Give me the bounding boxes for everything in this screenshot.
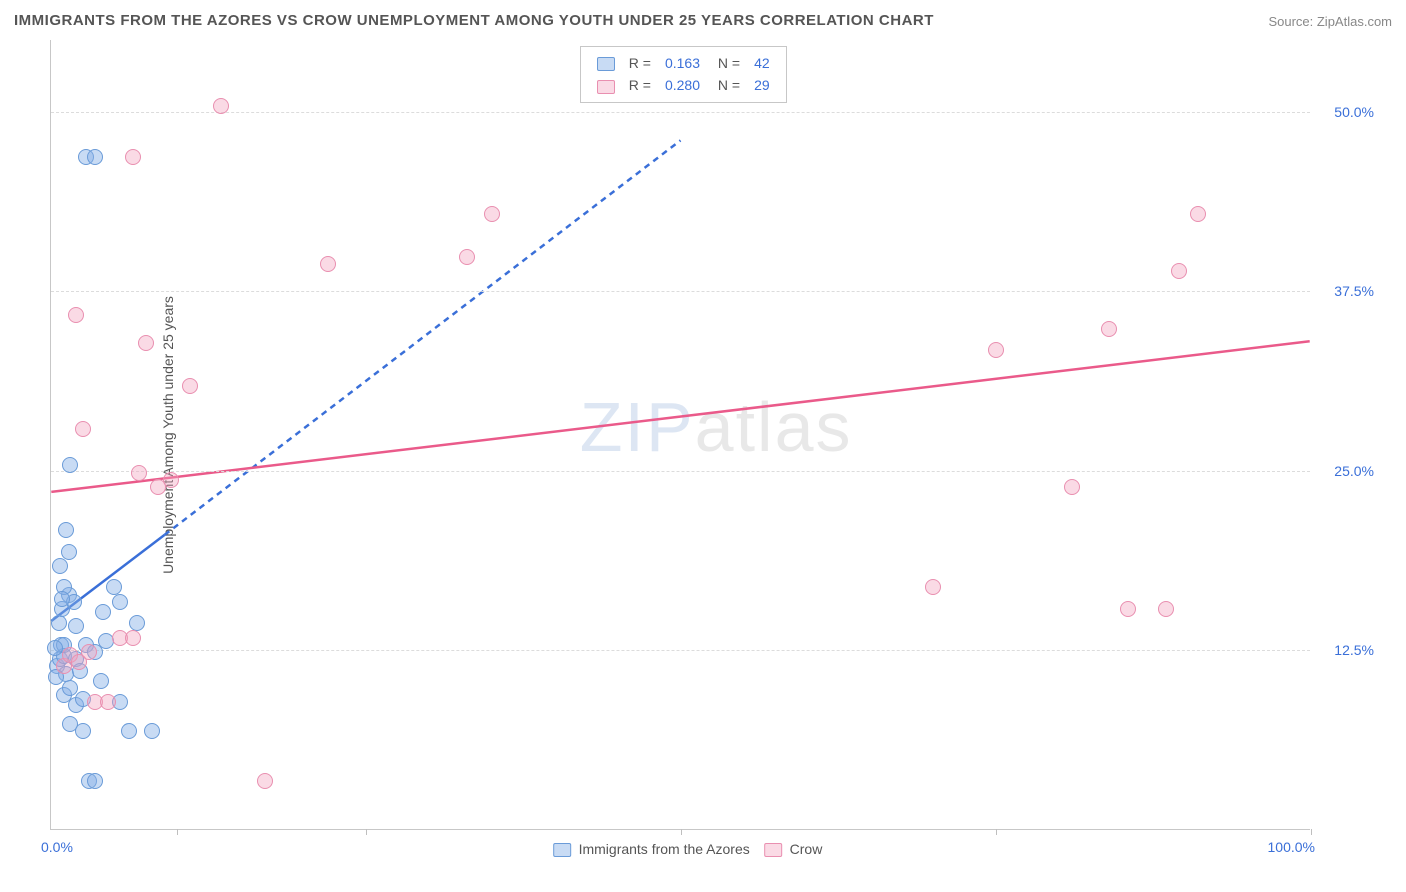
data-point [112,594,128,610]
data-point [62,457,78,473]
data-point [1101,321,1117,337]
data-point [163,472,179,488]
data-point [95,604,111,620]
data-point [68,618,84,634]
legend-swatch [597,80,615,94]
legend-stats-box: R =0.163 N =42R =0.280 N =29 [580,46,787,103]
data-point [138,335,154,351]
trend-lines-svg [51,40,1310,829]
legend-series-name: Immigrants from the Azores [575,841,750,857]
x-axis-max-label: 100.0% [1268,839,1315,855]
data-point [54,591,70,607]
data-point [988,342,1004,358]
legend-stat-row: R =0.163 N =42 [591,53,776,73]
legend-swatch [597,57,615,71]
data-point [125,630,141,646]
legend-n-label: N = [708,53,746,73]
data-point [87,773,103,789]
legend-n-value: 42 [748,53,776,73]
legend-r-label: R = [623,75,657,95]
data-point [61,544,77,560]
trend-line [51,341,1309,492]
legend-r-value: 0.163 [659,53,706,73]
legend-swatch [553,843,571,857]
gridline [51,291,1310,292]
watermark: ZIPatlas [580,387,853,467]
watermark-atlas: atlas [695,388,853,466]
data-point [51,615,67,631]
legend-n-value: 29 [748,75,776,95]
legend-swatch [764,843,782,857]
scatter-plot-area: Unemployment Among Youth under 25 years … [50,40,1310,830]
data-point [1064,479,1080,495]
x-tick [1311,829,1312,835]
y-tick-label: 25.0% [1334,463,1374,479]
data-point [925,579,941,595]
legend-series-name: Crow [786,841,823,857]
data-point [1190,206,1206,222]
data-point [87,149,103,165]
watermark-zip: ZIP [580,388,695,466]
y-tick-label: 37.5% [1334,283,1374,299]
gridline [51,650,1310,651]
data-point [320,256,336,272]
data-point [81,644,97,660]
data-point [121,723,137,739]
data-point [47,640,63,656]
data-point [1158,601,1174,617]
data-point [182,378,198,394]
source-label: Source: ZipAtlas.com [1268,14,1392,29]
data-point [52,558,68,574]
data-point [1171,263,1187,279]
x-tick [177,829,178,835]
y-tick-label: 12.5% [1334,642,1374,658]
legend-r-label: R = [623,53,657,73]
y-tick-label: 50.0% [1334,104,1374,120]
data-point [125,149,141,165]
data-point [58,522,74,538]
y-axis-label: Unemployment Among Youth under 25 years [160,296,176,574]
data-point [213,98,229,114]
chart-title: IMMIGRANTS FROM THE AZORES VS CROW UNEMP… [14,12,934,29]
gridline [51,112,1310,113]
data-point [75,421,91,437]
x-axis-min-label: 0.0% [41,839,73,855]
data-point [75,723,91,739]
data-point [1120,601,1136,617]
legend-r-value: 0.280 [659,75,706,95]
x-tick [996,829,997,835]
legend-stat-row: R =0.280 N =29 [591,75,776,95]
data-point [144,723,160,739]
trend-line [165,140,681,535]
data-point [459,249,475,265]
data-point [93,673,109,689]
data-point [100,694,116,710]
x-tick [366,829,367,835]
legend-n-label: N = [708,75,746,95]
x-tick [681,829,682,835]
data-point [257,773,273,789]
legend-series: Immigrants from the Azores Crow [539,841,823,857]
gridline [51,471,1310,472]
data-point [484,206,500,222]
data-point [68,307,84,323]
data-point [131,465,147,481]
